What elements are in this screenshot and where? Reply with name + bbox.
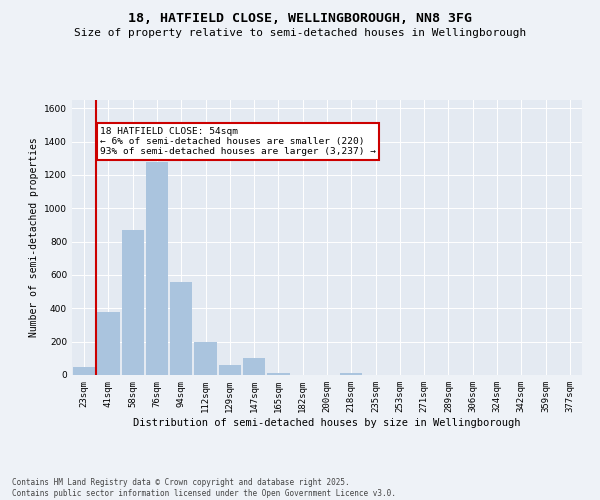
Bar	[146, 162, 168, 375]
X-axis label: Distribution of semi-detached houses by size in Wellingborough: Distribution of semi-detached houses by …	[133, 418, 521, 428]
Bar	[340, 374, 362, 375]
Bar	[194, 342, 217, 375]
Text: 18 HATFIELD CLOSE: 54sqm
← 6% of semi-detached houses are smaller (220)
93% of s: 18 HATFIELD CLOSE: 54sqm ← 6% of semi-de…	[100, 126, 376, 156]
Bar	[218, 365, 241, 375]
Bar	[97, 312, 119, 375]
Bar	[243, 358, 265, 375]
Bar	[73, 366, 95, 375]
Text: Contains HM Land Registry data © Crown copyright and database right 2025.
Contai: Contains HM Land Registry data © Crown c…	[12, 478, 396, 498]
Bar	[122, 230, 144, 375]
Y-axis label: Number of semi-detached properties: Number of semi-detached properties	[29, 138, 38, 338]
Bar	[267, 374, 290, 375]
Bar	[170, 282, 193, 375]
Text: Size of property relative to semi-detached houses in Wellingborough: Size of property relative to semi-detach…	[74, 28, 526, 38]
Text: 18, HATFIELD CLOSE, WELLINGBOROUGH, NN8 3FG: 18, HATFIELD CLOSE, WELLINGBOROUGH, NN8 …	[128, 12, 472, 26]
